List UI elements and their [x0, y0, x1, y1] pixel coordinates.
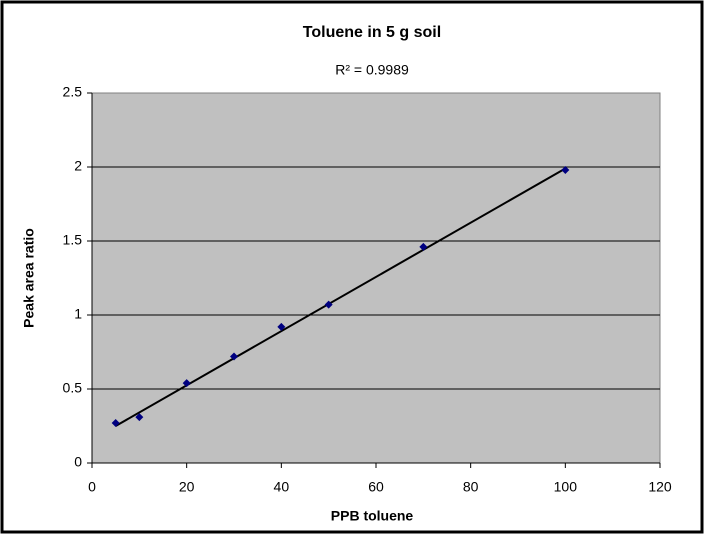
y-tick-label: 1.5	[63, 232, 83, 248]
y-tick-label: 2.5	[63, 84, 83, 100]
chart-title: Toluene in 5 g soil	[303, 24, 441, 41]
x-axis-title: PPB toluene	[331, 508, 414, 524]
data-point	[135, 413, 144, 422]
x-tick-label: 100	[554, 479, 578, 495]
data-point	[561, 165, 570, 174]
x-tick-label: 120	[648, 479, 672, 495]
y-tick-label: 1	[74, 306, 82, 322]
x-tick-label: 40	[274, 479, 290, 495]
data-point	[277, 322, 286, 331]
annotation: R² = 0.9989	[335, 62, 409, 78]
y-tick-label: 2	[74, 158, 82, 174]
x-tick-label: 0	[88, 479, 96, 495]
data-point	[324, 300, 333, 309]
x-tick-label: 80	[463, 479, 479, 495]
y-tick-label: 0	[74, 454, 82, 470]
y-tick-label: 0.5	[63, 380, 83, 396]
data-point	[182, 379, 191, 388]
data-point	[230, 352, 238, 361]
y-axis-title: Peak area ratio	[21, 228, 37, 328]
x-tick-label: 60	[368, 479, 384, 495]
data-point	[419, 242, 428, 251]
x-tick-label: 20	[179, 479, 195, 495]
data-point	[111, 419, 120, 428]
